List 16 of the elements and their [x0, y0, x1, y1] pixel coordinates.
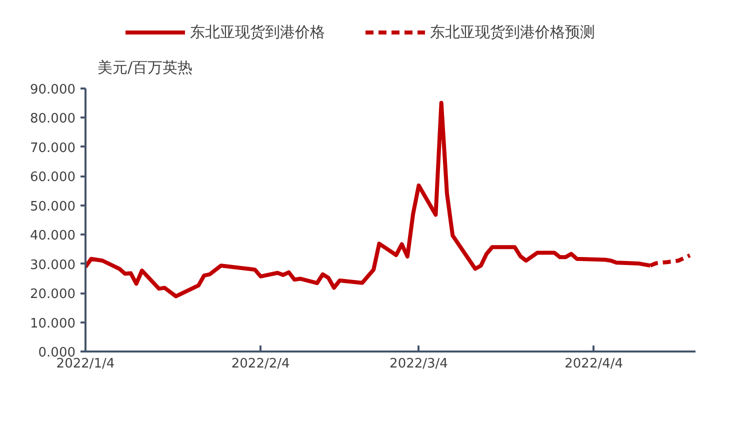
legend-label: 东北亚现货到港价格预测 — [430, 22, 595, 42]
y-tick-label: 60.000 — [30, 170, 76, 186]
y-tick-label: 70.000 — [30, 140, 76, 156]
x-tick-label: 2022/1/4 — [56, 356, 115, 372]
y-tick-label: 40.000 — [30, 228, 76, 244]
y-axis-title: 美元/百万英热 — [98, 58, 193, 76]
y-tick-label: 80.000 — [30, 112, 76, 127]
y-tick-label: 10.000 — [30, 316, 76, 332]
y-tick-label: 30.000 — [30, 258, 76, 273]
x-tick-label: 2022/3/4 — [390, 356, 448, 372]
legend-label: 东北亚现货到港价格 — [190, 22, 325, 42]
x-tick-label: 2022/2/4 — [231, 356, 290, 372]
x-tick-label: 2022/4/4 — [564, 356, 624, 372]
y-tick-label: 50.000 — [30, 199, 76, 214]
y-tick-label: 90.000 — [30, 82, 76, 98]
y-tick-label: 20.000 — [30, 287, 76, 302]
